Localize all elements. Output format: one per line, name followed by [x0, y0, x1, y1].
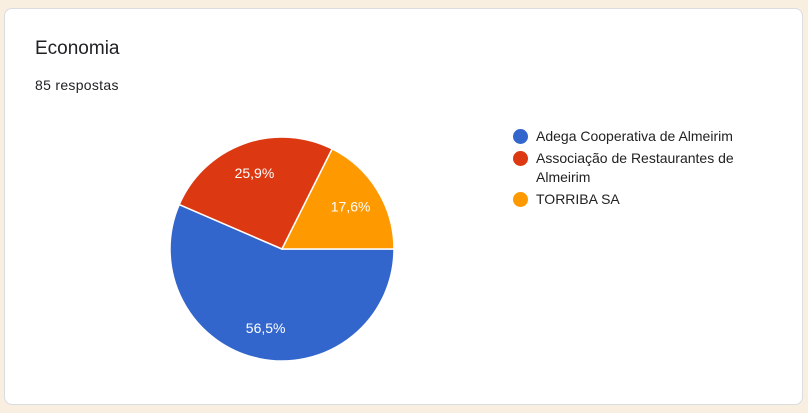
legend-swatch — [513, 192, 528, 207]
legend: Adega Cooperativa de Almeirim Associação… — [510, 127, 770, 212]
response-count: 85 respostas — [35, 77, 119, 93]
pie-slice[interactable] — [178, 136, 334, 250]
legend-swatch — [513, 151, 528, 166]
legend-item[interactable]: Associação de Restaurantes de Almeirim — [510, 149, 770, 187]
legend-swatch — [513, 129, 528, 144]
slice-label: 56,5% — [246, 320, 286, 336]
legend-label: TORRIBA SA — [536, 191, 620, 207]
legend-item[interactable]: TORRIBA SA — [510, 190, 770, 209]
legend-label: Associação de Restaurantes de Almeirim — [536, 150, 734, 185]
slice-label: 17,6% — [331, 199, 371, 215]
pie-slice[interactable] — [169, 203, 395, 362]
question-title: Economia — [35, 38, 120, 59]
pie-slice[interactable] — [280, 147, 395, 250]
chart-card: Economia 85 respostas — [4, 8, 803, 405]
slice-label: 25,9% — [235, 165, 275, 181]
legend-item[interactable]: Adega Cooperativa de Almeirim — [510, 127, 770, 146]
legend-label: Adega Cooperativa de Almeirim — [536, 128, 733, 144]
